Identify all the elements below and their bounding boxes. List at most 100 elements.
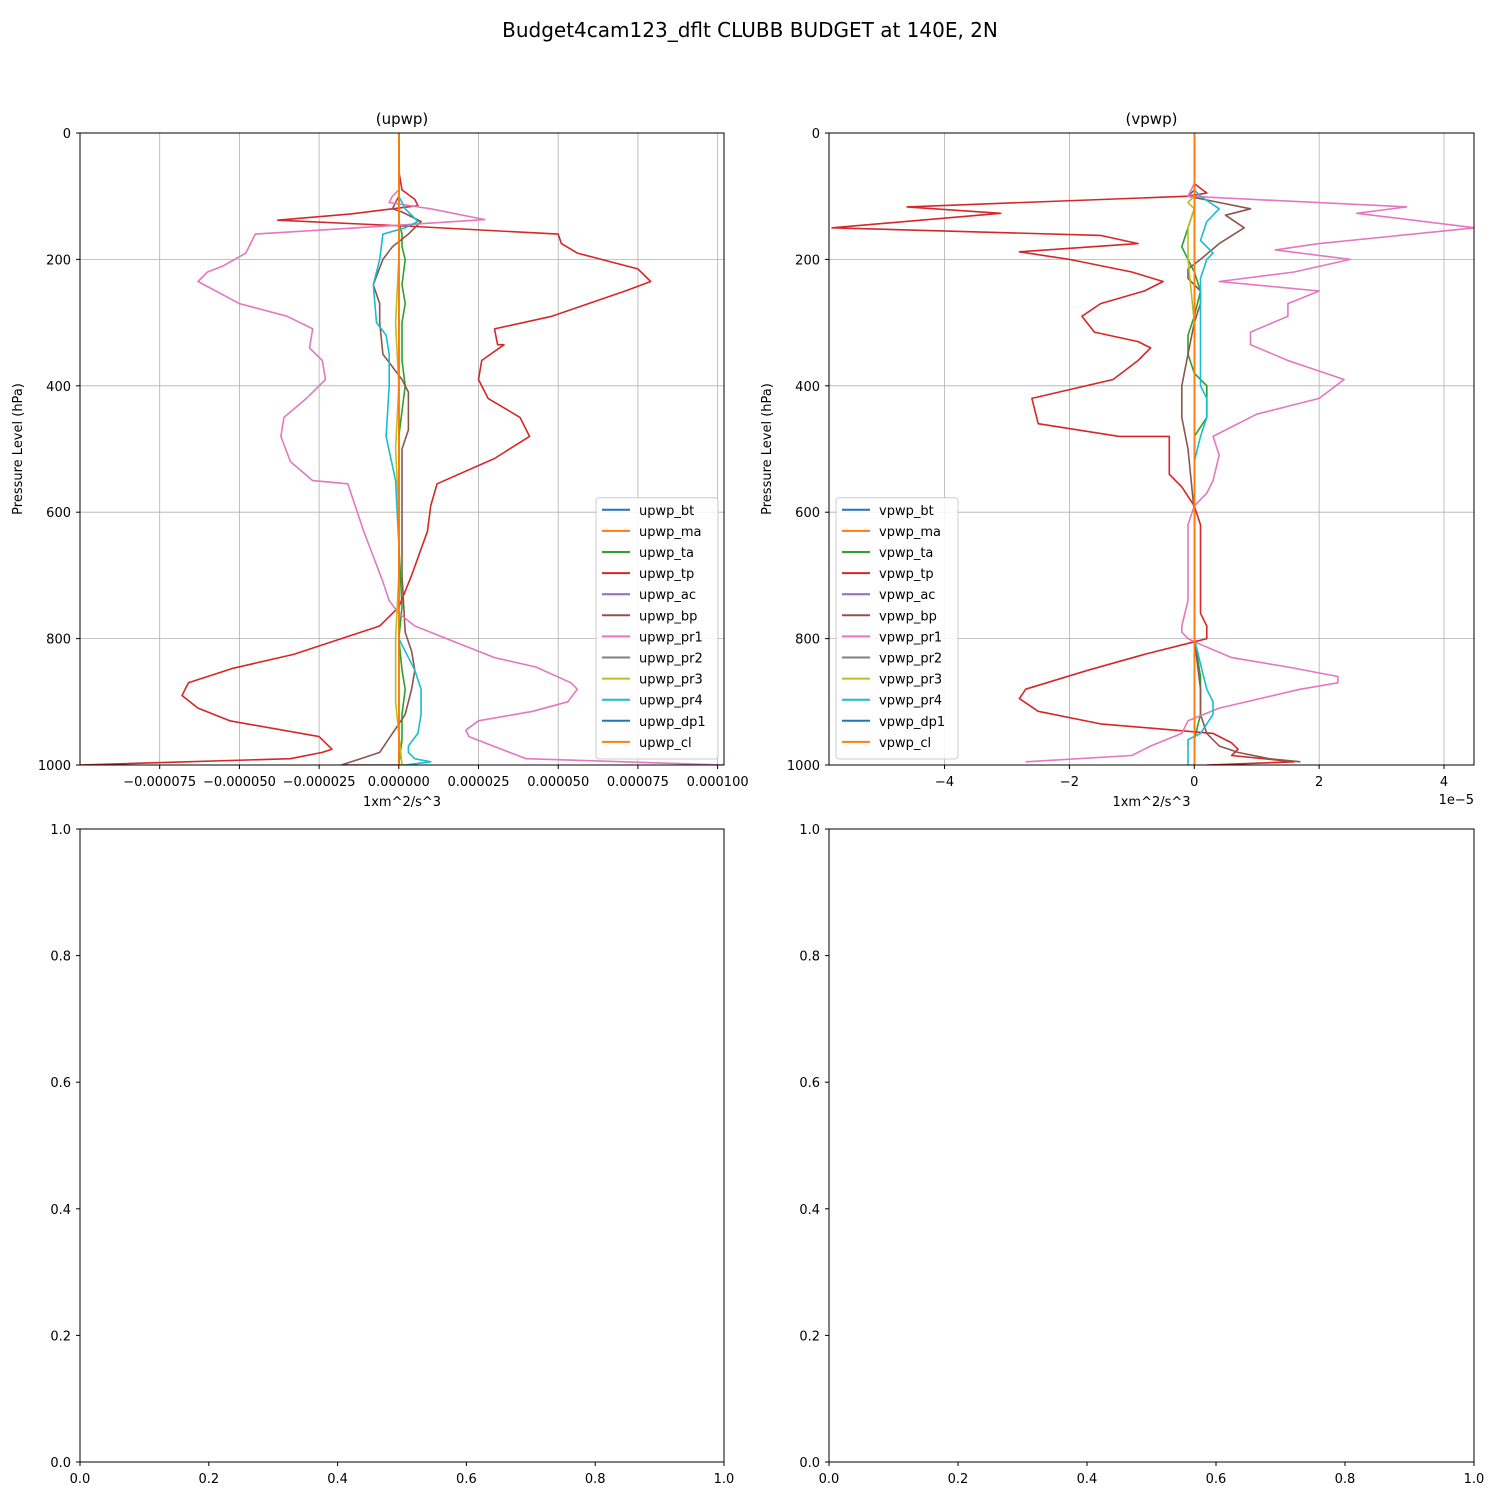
series-line-upwp_pr1 — [197, 133, 724, 765]
figure-title: Budget4cam123_dflt CLUBB BUDGET at 140E,… — [502, 18, 998, 42]
chart-panel-3: 0.0 0.2 0.4 0.6 0.8 1.0 0.0 0.2 0.4 0.6 0.8 1.0 — [50, 823, 734, 1487]
chart-panel-1: −0.000075 −0.000050 −0.000025 0.000000 0.000… — [11, 110, 749, 810]
y-tick-label: 0.6 — [799, 1076, 820, 1091]
series-group — [831, 133, 1474, 765]
x-tick-label: 0.000050 — [527, 775, 589, 790]
x-tick-label: 1.0 — [1464, 1472, 1485, 1487]
legend-entry-label: upwp_tp — [639, 567, 694, 582]
legend-entry-label: upwp_pr4 — [639, 694, 703, 709]
series-line-vpwp_bp — [1181, 133, 1301, 763]
y-tick-label: 1.0 — [50, 823, 71, 838]
legend-entry-label: upwp_dp1 — [639, 715, 706, 730]
legend: vpwp_bt vpwp_ma vpwp_ta vpwp_tp vpwp_ac vpwp_… — [835, 497, 959, 760]
x-tick-label: −4 — [935, 775, 954, 790]
legend-entry-label: vpwp_pr4 — [879, 694, 942, 709]
legend-entry-label: vpwp_pr1 — [879, 630, 942, 645]
x-axis-offset-label: 1e−5 — [1439, 793, 1474, 808]
x-tick-label: 0.8 — [585, 1472, 606, 1487]
legend-entry-label: vpwp_ac — [879, 588, 935, 603]
x-axis-label: 1xm^2/s^3 — [1112, 795, 1190, 810]
legend-entry-label: vpwp_ta — [879, 546, 933, 561]
x-tick-label: 0.4 — [1077, 1472, 1098, 1487]
x-axis-label: 1xm^2/s^3 — [363, 795, 441, 810]
legend-box — [835, 497, 959, 760]
y-tick-label: 200 — [795, 253, 820, 268]
legend-entry-label: vpwp_tp — [879, 567, 934, 582]
axes-frame — [79, 132, 725, 766]
y-tick-label: 800 — [46, 633, 71, 648]
y-tick-label: 0.2 — [50, 1329, 71, 1344]
x-tick-label: 0.8 — [1335, 1472, 1356, 1487]
x-tick-label: −0.000075 — [123, 775, 196, 790]
y-tick-label: 200 — [46, 253, 71, 268]
y-tick-label: 0.8 — [799, 950, 820, 965]
y-tick-label: 0.4 — [50, 1203, 71, 1218]
legend-entry-label: upwp_ma — [639, 525, 702, 540]
legend: upwp_bt upwp_ma upwp_ta upwp_tp upwp_ac upwp_… — [595, 497, 719, 760]
legend-entry-label: upwp_ta — [639, 546, 694, 561]
y-tick-label: 0.0 — [50, 1456, 71, 1471]
y-axis-label: Pressure Level (hPa) — [11, 383, 26, 515]
x-tick-label: 1.0 — [714, 1472, 735, 1487]
x-tick-label: 0.2 — [948, 1472, 969, 1487]
y-tick-label: 0.6 — [50, 1076, 71, 1091]
legend-entry-label: upwp_bt — [639, 504, 694, 519]
legend-entry-label: vpwp_dp1 — [879, 715, 945, 730]
legend-entry-label: upwp_pr2 — [639, 652, 703, 667]
x-tick-label: 0.4 — [327, 1472, 348, 1487]
axes-frame — [828, 132, 1475, 766]
chart-panel-4: 0.0 0.2 0.4 0.6 0.8 1.0 0.0 0.2 0.4 0.6 0.8 1.0 — [799, 823, 1484, 1487]
y-axis-label: Pressure Level (hPa) — [760, 383, 775, 515]
legend-entry-label: vpwp_cl — [879, 736, 931, 751]
y-tick-label: 1000 — [38, 759, 71, 774]
x-tick-label: 0.6 — [456, 1472, 477, 1487]
series-line-upwp_bp — [340, 133, 422, 765]
x-tick-label: 2 — [1315, 775, 1323, 790]
x-tick-label: −2 — [1060, 775, 1079, 790]
series-line-vpwp_pr1 — [1025, 133, 1474, 763]
x-tick-label: −0.000025 — [283, 775, 356, 790]
panel-title: (upwp) — [376, 110, 429, 128]
x-tick-label: 0.000000 — [368, 775, 430, 790]
series-line-vpwp_tp — [831, 133, 1295, 765]
y-tick-label: 1000 — [787, 759, 820, 774]
x-tick-label: 0.000100 — [687, 775, 749, 790]
y-tick-label: 0.4 — [799, 1203, 820, 1218]
legend-entry-label: upwp_pr1 — [639, 630, 703, 645]
y-tick-label: 400 — [46, 380, 71, 395]
y-tick-label: 0 — [812, 127, 820, 142]
y-tick-label: 0 — [63, 127, 71, 142]
legend-entry-label: vpwp_bt — [879, 504, 934, 519]
legend-entry-label: upwp_ac — [639, 588, 696, 603]
x-tick-label: 0.0 — [70, 1472, 91, 1487]
x-tick-label: 0.000025 — [447, 775, 509, 790]
legend-entry-label: upwp_cl — [639, 736, 692, 751]
y-tick-label: 800 — [795, 633, 820, 648]
y-tick-label: 0.8 — [50, 950, 71, 965]
legend-box — [595, 497, 719, 760]
x-tick-label: −0.000050 — [203, 775, 276, 790]
legend-entry-label: upwp_pr3 — [639, 673, 703, 688]
legend-entry-label: vpwp_bp — [879, 609, 937, 624]
x-tick-label: 4 — [1440, 775, 1448, 790]
legend-entry-label: vpwp_ma — [879, 525, 941, 540]
legend-entry-label: vpwp_pr2 — [879, 652, 942, 667]
x-tick-label: 0.6 — [1206, 1472, 1227, 1487]
series-group — [80, 133, 724, 765]
x-tick-label: 0.0 — [819, 1472, 840, 1487]
y-tick-label: 1.0 — [799, 823, 820, 838]
panel-title: (vpwp) — [1126, 110, 1178, 128]
y-tick-label: 0.0 — [799, 1456, 820, 1471]
series-line-vpwp_pr4 — [1187, 133, 1220, 765]
x-tick-label: 0 — [1190, 775, 1198, 790]
y-tick-label: 600 — [46, 506, 71, 521]
y-tick-label: 400 — [795, 380, 820, 395]
chart-panel-2: −4 −2 0 2 4 0 200 400 600 800 1000 (vpwp) 1xm^2/s^3 P… — [760, 110, 1475, 810]
series-line-upwp_pr4 — [372, 133, 432, 765]
axes-frame — [79, 828, 725, 1463]
y-tick-label: 600 — [795, 506, 820, 521]
x-tick-label: 0.2 — [198, 1472, 219, 1487]
series-line-upwp_tp — [80, 133, 652, 765]
y-tick-label: 0.2 — [799, 1329, 820, 1344]
